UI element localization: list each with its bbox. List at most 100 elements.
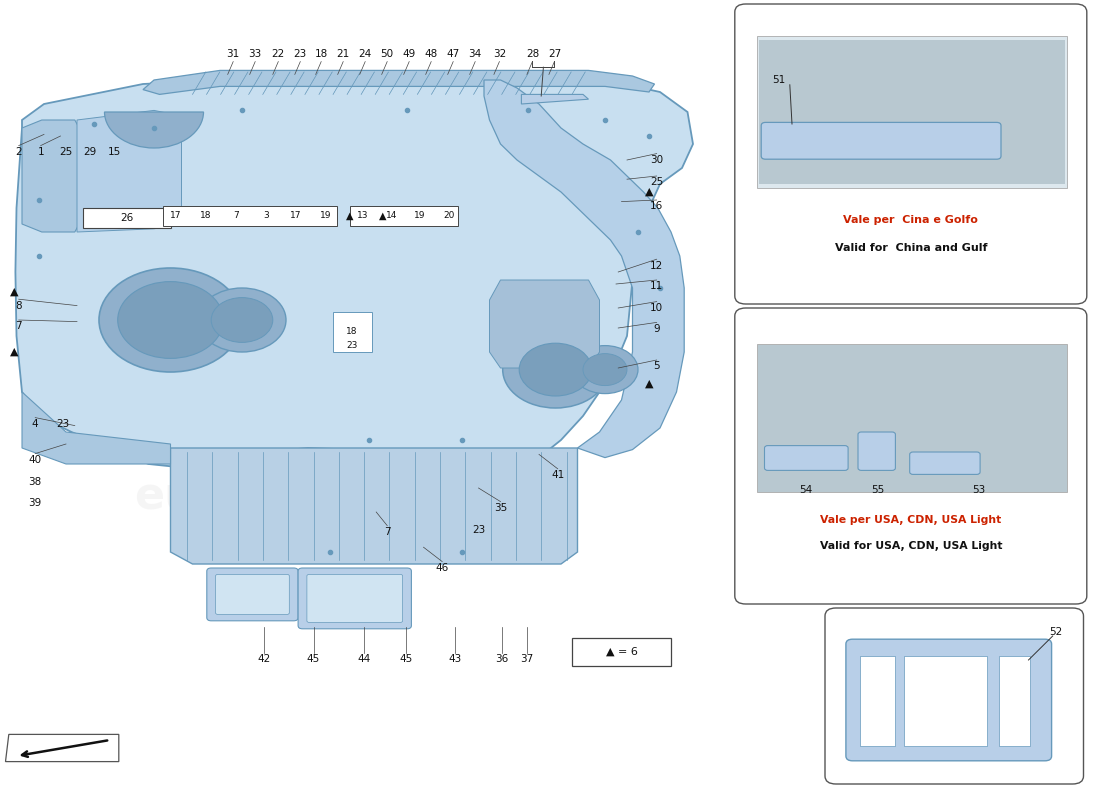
FancyBboxPatch shape [761, 122, 1001, 159]
Text: 7: 7 [384, 527, 390, 537]
Circle shape [503, 331, 608, 408]
Circle shape [99, 268, 242, 372]
Polygon shape [521, 94, 588, 104]
Text: 18: 18 [346, 327, 358, 337]
Text: 38: 38 [29, 477, 42, 486]
Text: 23: 23 [294, 50, 307, 59]
Text: 34: 34 [469, 50, 482, 59]
Text: 10: 10 [650, 303, 663, 313]
Bar [757, 344, 1067, 492]
FancyBboxPatch shape [846, 639, 1052, 761]
Text: 29: 29 [84, 147, 97, 157]
Text: 48: 48 [425, 50, 438, 59]
FancyBboxPatch shape [764, 446, 848, 470]
Text: 14: 14 [386, 211, 397, 221]
Bar [163, 206, 337, 226]
Text: 54: 54 [800, 486, 813, 495]
Text: 23: 23 [472, 525, 485, 534]
Text: 40: 40 [29, 455, 42, 465]
Polygon shape [77, 110, 182, 232]
Text: 45: 45 [399, 654, 412, 664]
Text: 43: 43 [449, 654, 462, 664]
Text: 25: 25 [59, 147, 73, 157]
FancyBboxPatch shape [307, 574, 403, 622]
Text: 26: 26 [120, 213, 133, 222]
Text: 30: 30 [650, 155, 663, 165]
Text: 46: 46 [436, 563, 449, 573]
Text: 23: 23 [346, 341, 358, 350]
Circle shape [118, 282, 223, 358]
Polygon shape [6, 734, 119, 762]
Polygon shape [143, 70, 654, 94]
Text: ▲: ▲ [645, 187, 653, 197]
Text: 2: 2 [15, 147, 22, 157]
Text: 18: 18 [315, 50, 328, 59]
Text: ▲: ▲ [346, 211, 353, 221]
Text: 12: 12 [650, 261, 663, 270]
Text: ▲: ▲ [645, 379, 653, 389]
Text: 37: 37 [520, 654, 534, 664]
Text: 55: 55 [871, 486, 884, 495]
Text: 41: 41 [551, 470, 564, 480]
Wedge shape [104, 112, 204, 148]
Text: 52: 52 [1049, 627, 1063, 637]
Circle shape [519, 343, 592, 396]
Text: ▲: ▲ [10, 347, 19, 357]
Text: 39: 39 [29, 498, 42, 508]
Text: 21: 21 [337, 50, 350, 59]
Text: Valid for  China and Gulf: Valid for China and Gulf [835, 243, 987, 253]
Text: 16: 16 [650, 202, 663, 211]
Polygon shape [15, 80, 693, 468]
Text: 19: 19 [320, 211, 331, 221]
Text: 11: 11 [650, 282, 663, 291]
Text: 53: 53 [972, 486, 986, 495]
Text: 27: 27 [548, 50, 561, 59]
Polygon shape [490, 280, 600, 368]
Bar [999, 656, 1030, 746]
Text: 17: 17 [290, 211, 301, 221]
FancyBboxPatch shape [858, 432, 895, 470]
Text: Vale per  Cina e Golfo: Vale per Cina e Golfo [844, 215, 978, 225]
Text: 5: 5 [653, 362, 660, 371]
Text: 22: 22 [272, 50, 285, 59]
Text: 20: 20 [443, 211, 454, 221]
Text: 28: 28 [526, 50, 539, 59]
Text: 1: 1 [37, 147, 44, 157]
Text: 36: 36 [495, 654, 508, 664]
Bar [759, 40, 1065, 184]
Text: Valid for USA, CDN, USA Light: Valid for USA, CDN, USA Light [820, 542, 1002, 551]
Text: 24: 24 [359, 50, 372, 59]
Text: 31: 31 [227, 50, 240, 59]
Text: eurospares: eurospares [134, 474, 416, 518]
Text: ▲ = 6: ▲ = 6 [606, 647, 637, 657]
Polygon shape [22, 392, 170, 464]
Bar [350, 206, 458, 226]
Bar [82, 208, 170, 228]
Text: 3: 3 [263, 211, 268, 221]
FancyBboxPatch shape [216, 574, 289, 614]
Text: 33: 33 [249, 50, 262, 59]
Text: 44: 44 [358, 654, 371, 664]
Bar [572, 638, 671, 666]
Text: 45: 45 [307, 654, 320, 664]
Text: 13: 13 [358, 211, 368, 221]
Text: 7: 7 [15, 322, 22, 331]
Circle shape [211, 298, 273, 342]
FancyBboxPatch shape [825, 608, 1084, 784]
FancyBboxPatch shape [735, 4, 1087, 304]
Text: 25: 25 [650, 178, 663, 187]
Text: 8: 8 [15, 301, 22, 310]
Text: 15: 15 [108, 147, 121, 157]
Text: 51: 51 [772, 75, 785, 85]
Circle shape [572, 346, 638, 394]
Text: 47: 47 [447, 50, 460, 59]
Text: 17: 17 [170, 211, 182, 221]
FancyBboxPatch shape [298, 568, 411, 629]
Polygon shape [484, 80, 684, 458]
FancyBboxPatch shape [207, 568, 298, 621]
Text: a passion for parts since 1994: a passion for parts since 1994 [300, 357, 536, 491]
Bar [757, 36, 1067, 188]
Polygon shape [22, 120, 79, 232]
Bar [333, 312, 372, 352]
Text: 4: 4 [32, 419, 39, 429]
